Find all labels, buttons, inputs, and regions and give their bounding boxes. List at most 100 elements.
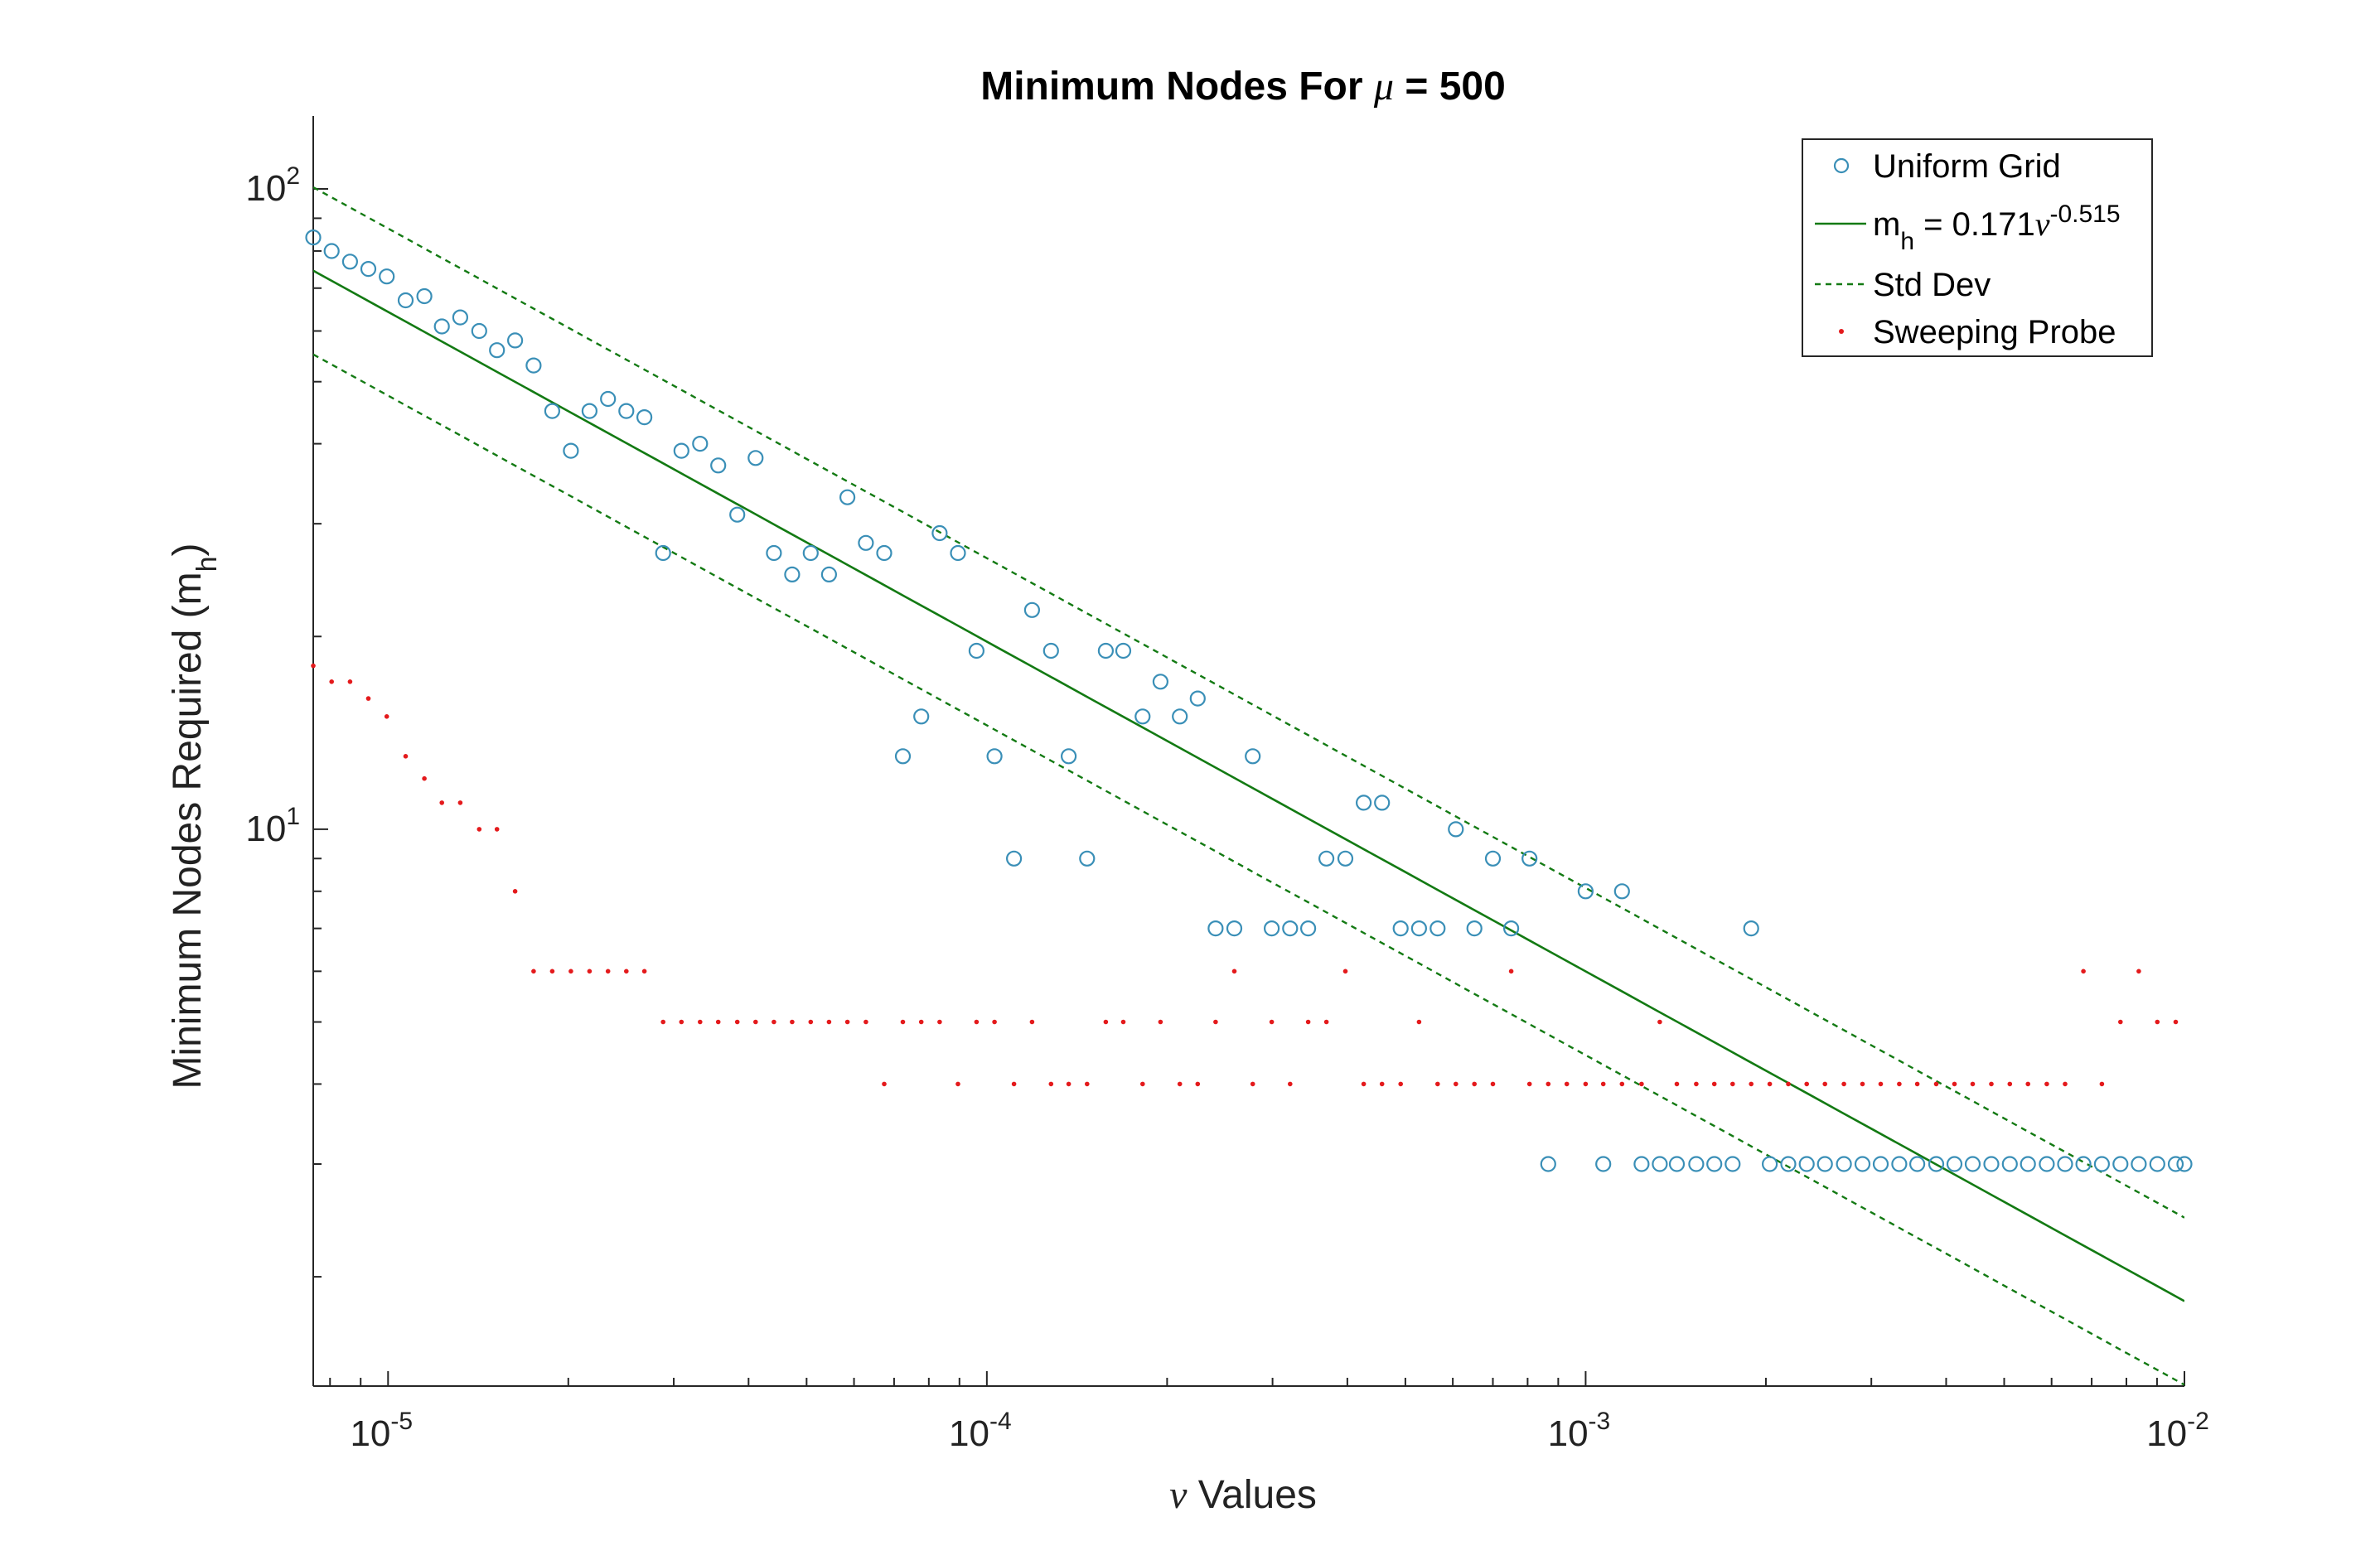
uniform-grid-point [1798, 1156, 1815, 1172]
sweeping-probe-point [1103, 1019, 1109, 1025]
sweeping-probe-point [1323, 1019, 1329, 1025]
sweeping-probe-point [772, 1019, 776, 1025]
uniform-grid-point [1374, 795, 1391, 811]
uniform-grid-point [544, 403, 561, 419]
sweeping-probe-point [1639, 1081, 1644, 1087]
sweeping-probe-point [1674, 1081, 1680, 1087]
uniform-grid-point [1079, 850, 1096, 867]
sweeping-probe-point [1786, 1081, 1791, 1087]
uniform-grid-point [1595, 1156, 1612, 1172]
uniform-grid-point [1392, 920, 1409, 937]
uniform-grid-point [1337, 850, 1354, 867]
sweeping-probe-point [1379, 1081, 1385, 1087]
uniform-grid-point [2167, 1156, 2184, 1172]
legend-probe-marker [1839, 329, 1844, 334]
sweeping-probe-point [1508, 969, 1514, 974]
sweeping-probe-point [937, 1019, 942, 1025]
uniform-grid-point [1299, 920, 1317, 937]
legend: Uniform Grid mh = 0.171ν-0.515 Std Dev S… [1802, 138, 2153, 357]
uniform-grid-point [1521, 850, 1538, 867]
sweeping-probe-point [347, 679, 353, 684]
uniform-grid-point [1633, 1156, 1650, 1172]
sweeping-probe-point [2099, 1081, 2105, 1087]
sweeping-probe-point [1140, 1081, 1145, 1087]
uniform-grid-point [1964, 1156, 1981, 1172]
uniform-grid-point [2039, 1156, 2055, 1172]
sweeping-probe-point [1029, 1019, 1035, 1025]
uniform-grid-point [931, 524, 948, 542]
sweeping-probe-point [1619, 1081, 1625, 1087]
uniform-grid-point [525, 357, 542, 374]
sweeping-probe-point [1657, 1019, 1662, 1025]
uniform-grid-point [2176, 1156, 2193, 1172]
uniform-grid-point [1652, 1156, 1668, 1172]
sweeping-probe-series [311, 663, 2179, 1087]
uniform-grid-point [636, 409, 653, 426]
uniform-grid-point [820, 566, 838, 583]
sweeping-probe-point [1767, 1081, 1773, 1087]
uniform-grid-point [858, 534, 874, 551]
uniform-grid-point [1780, 1156, 1797, 1172]
sweeping-probe-point [992, 1019, 997, 1025]
uniform-grid-point [1448, 821, 1464, 838]
sweeping-probe-point [494, 827, 500, 832]
sweeping-probe-point [1600, 1081, 1606, 1087]
sweeping-probe-point [1416, 1019, 1422, 1025]
sweeping-probe-point [329, 679, 335, 684]
std-dev-upper-line [313, 186, 2184, 1219]
y-axis-label: Minimum Nodes Required (mh) [166, 543, 223, 1089]
uniform-grid-point [360, 261, 377, 278]
sweeping-probe-point [1472, 1081, 1477, 1087]
y-tick-label: 102 [245, 162, 300, 209]
sweeping-probe-point [512, 889, 518, 894]
uniform-grid-point [416, 287, 433, 305]
sweeping-probe-point [1878, 1081, 1884, 1087]
uniform-grid-point [673, 442, 689, 459]
sweeping-probe-point [2007, 1081, 2013, 1087]
sweeping-probe-point [2155, 1019, 2160, 1025]
tick-labels: 10-5 10-4 10-3 10-2 101 102 [245, 162, 2208, 1454]
sweeping-probe-point [1841, 1081, 1846, 1087]
sweeping-probe-point [955, 1081, 960, 1087]
sweeping-probe-point [457, 800, 463, 805]
uniform-grid-point [618, 403, 635, 419]
uniform-grid-point [1540, 1156, 1556, 1172]
sweeping-probe-point [1694, 1081, 1699, 1087]
sweeping-probe-point [587, 969, 593, 974]
uniform-grid-point [1226, 920, 1243, 937]
uniform-grid-point [1410, 920, 1428, 937]
uniform-grid-point [1023, 601, 1041, 618]
sweeping-probe-point [734, 1019, 740, 1025]
sweeping-probe-point [1195, 1081, 1201, 1087]
sweeping-probe-point [2173, 1019, 2179, 1025]
uniform-grid-point [729, 506, 746, 523]
sweeping-probe-point [882, 1081, 887, 1087]
legend-box [1802, 138, 2153, 357]
uniform-grid-point [2075, 1156, 2092, 1172]
sweeping-probe-point [1398, 1081, 1403, 1087]
sweeping-probe-point [2118, 1019, 2123, 1025]
uniform-grid-point [341, 254, 358, 270]
fit-line [313, 269, 2184, 1302]
uniform-grid-point [2020, 1156, 2036, 1172]
x-tick-label: 10-3 [1548, 1408, 1611, 1454]
uniform-grid-point [1189, 690, 1206, 707]
sweeping-probe-point [715, 1019, 721, 1025]
uniform-grid-point [1263, 920, 1280, 937]
sweeping-probe-point [1583, 1081, 1589, 1087]
y-tick-label: 101 [245, 803, 300, 849]
uniform-grid-point [1152, 674, 1169, 690]
sweeping-probe-point [641, 969, 647, 974]
uniform-grid-point [452, 309, 469, 326]
uniform-grid-point [489, 342, 506, 359]
uniform-grid-point [1743, 920, 1759, 937]
sweeping-probe-point [1048, 1081, 1054, 1087]
uniform-grid-point [2131, 1156, 2147, 1172]
uniform-grid-point [506, 332, 524, 349]
uniform-grid-point [747, 450, 764, 466]
uniform-grid-point [2149, 1156, 2165, 1172]
sweeping-probe-point [1970, 1081, 1976, 1087]
sweeping-probe-point [1711, 1081, 1717, 1087]
sweeping-probe-point [900, 1019, 906, 1025]
